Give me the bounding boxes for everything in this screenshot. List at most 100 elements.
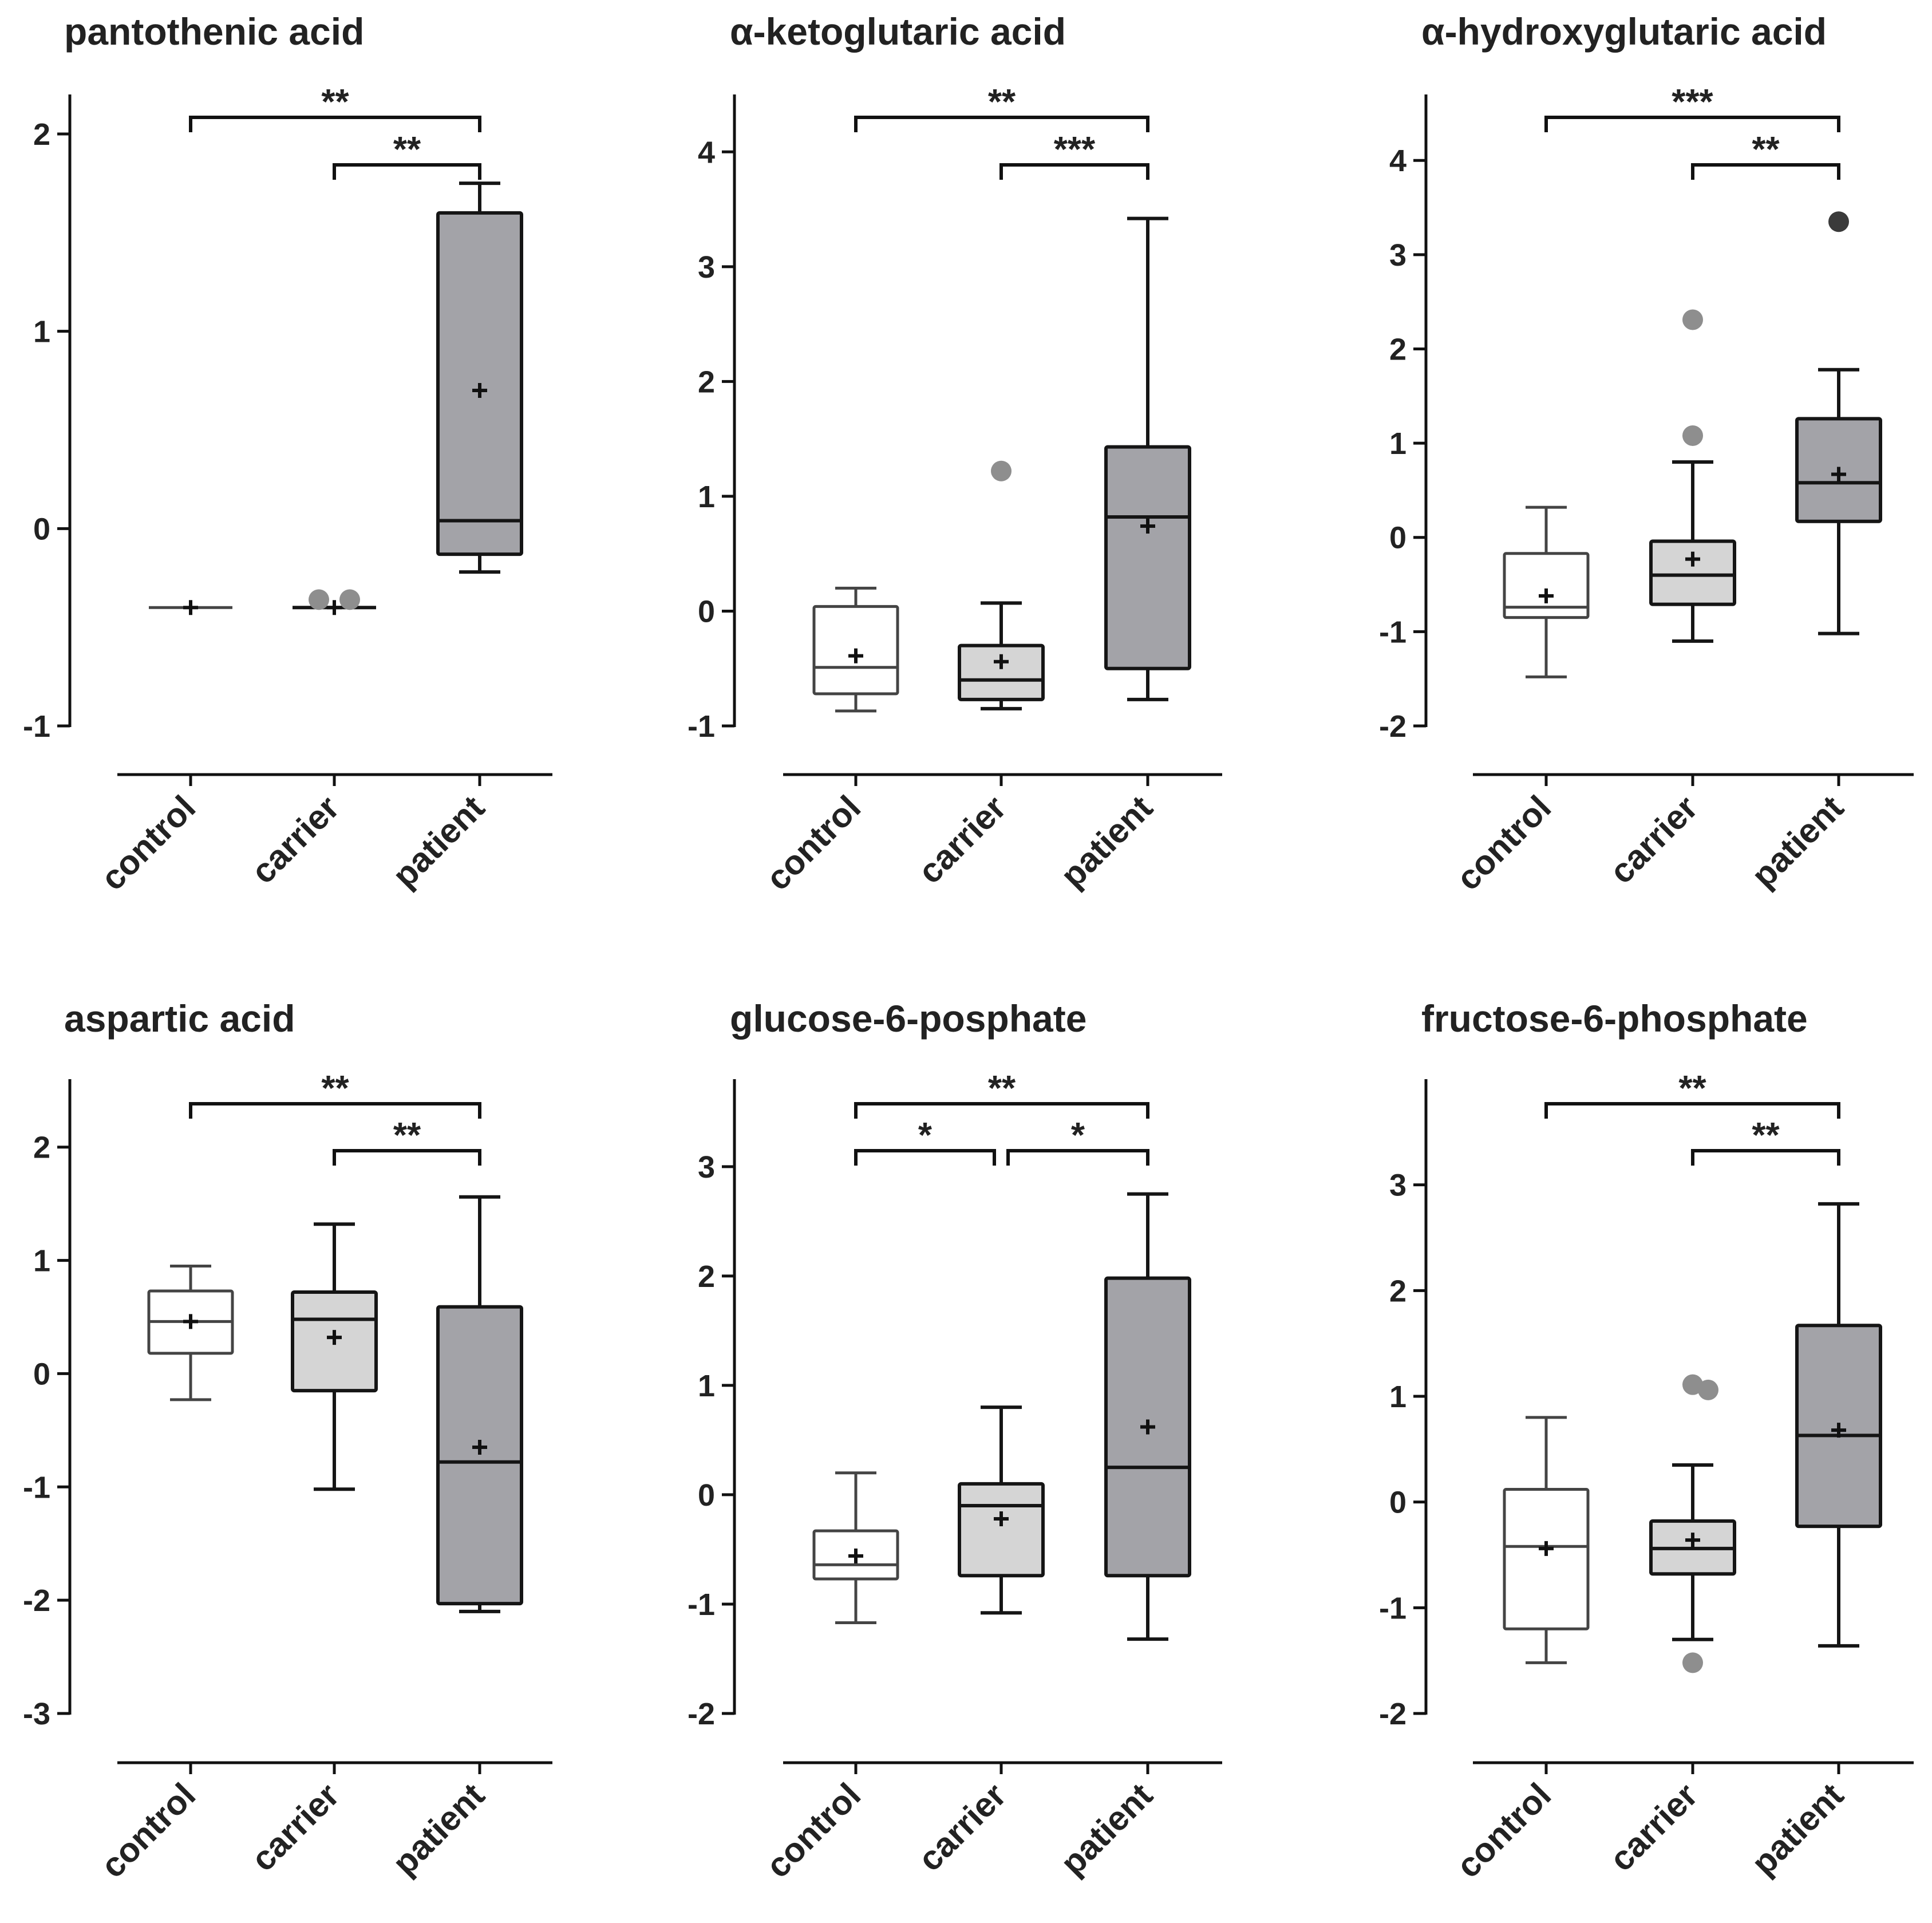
y-tick-label: 3 — [698, 250, 715, 285]
y-tick-label: 1 — [33, 1244, 50, 1278]
outlier-point — [1682, 309, 1703, 330]
x-category-label: patient — [1744, 788, 1851, 895]
box-patient — [436, 1195, 523, 1613]
y-tick-label: 2 — [33, 117, 50, 152]
significance-label: ** — [321, 82, 349, 122]
chart-title: aspartic acid — [64, 997, 295, 1040]
x-category-label: patient — [385, 788, 492, 895]
x-category-label: carrier — [244, 788, 346, 891]
significance-bracket — [189, 116, 481, 132]
x-category-label: carrier — [911, 1776, 1013, 1878]
mean-marker — [472, 1440, 487, 1455]
x-category-label: patient — [1053, 1776, 1160, 1882]
box-patient — [436, 181, 523, 574]
significance-label: ** — [1678, 1069, 1706, 1108]
box-iqr — [958, 643, 1045, 701]
y-tick-label: 2 — [1389, 1274, 1406, 1308]
box-carrier — [1649, 460, 1736, 643]
mean-marker — [1831, 1423, 1846, 1438]
chart-panel-6: fructose-6-phosphate -2 -1 0 1 2 3 control carri… — [1379, 997, 1914, 1885]
significance-label: * — [1071, 1116, 1085, 1155]
outlier-point — [1828, 211, 1849, 232]
y-tick-label: -1 — [688, 709, 715, 744]
y-tick-label: -2 — [23, 1584, 50, 1618]
box-iqr — [436, 1305, 523, 1606]
chart-panel-3: α-hydroxyglutaric acid -2 -1 0 1 2 3 4 control ca… — [1379, 10, 1914, 898]
y-tick-label: 4 — [1389, 144, 1406, 178]
box-iqr — [1503, 1488, 1590, 1630]
significance-bracket — [854, 1149, 996, 1166]
y-tick-label: 2 — [1389, 332, 1406, 366]
mean-marker — [183, 1314, 198, 1329]
y-tick-label: 0 — [33, 512, 50, 546]
x-category-label: patient — [1053, 788, 1160, 895]
box-iqr — [1649, 539, 1736, 606]
x-category-label: control — [93, 1776, 203, 1885]
x-category-label: patient — [1744, 1776, 1851, 1882]
mean-marker — [472, 383, 487, 398]
significance-bracket — [854, 116, 1149, 132]
box-carrier — [958, 601, 1045, 710]
mean-marker — [994, 1511, 1009, 1526]
y-tick-label: 4 — [698, 135, 715, 169]
y-tick-label: -1 — [1379, 1591, 1406, 1625]
box-control — [812, 586, 899, 713]
outlier-point — [1682, 425, 1703, 446]
chart-panel-5: glucose-6-posphate -2 -1 0 1 2 3 control carrier… — [688, 997, 1222, 1885]
box-patient — [1104, 216, 1191, 701]
y-tick-label: 0 — [33, 1357, 50, 1391]
significance-bracket — [1006, 1149, 1149, 1166]
outlier-point — [1682, 1374, 1703, 1395]
chart-title: α-hydroxyglutaric acid — [1421, 10, 1827, 53]
box-control — [812, 1471, 899, 1624]
x-category-label: carrier — [911, 788, 1013, 891]
significance-label: ** — [1752, 1116, 1780, 1155]
outlier-point — [991, 460, 1012, 481]
y-tick-label: -1 — [23, 709, 50, 744]
y-tick-label: 1 — [698, 1369, 715, 1403]
significance-bracket — [1544, 116, 1840, 132]
mean-marker — [1539, 588, 1554, 603]
chart-panel-2: α-ketoglutaric acid -1 0 1 2 3 4 control carrier… — [688, 10, 1222, 898]
significance-label: ** — [393, 1116, 421, 1155]
y-tick-label: -1 — [1379, 615, 1406, 649]
box-patient — [1795, 1202, 1882, 1648]
significance-label: ** — [1752, 130, 1780, 169]
y-tick-label: 2 — [698, 1259, 715, 1294]
x-category-label: carrier — [244, 1776, 346, 1878]
y-tick-label: -2 — [1379, 709, 1406, 744]
significance-label: ** — [321, 1069, 349, 1108]
y-tick-label: 3 — [1389, 1168, 1406, 1203]
chart-title: α-ketoglutaric acid — [730, 10, 1066, 53]
y-tick-label: 1 — [1389, 1380, 1406, 1414]
box-carrier — [291, 1222, 378, 1491]
x-category-label: carrier — [1602, 1776, 1705, 1878]
significance-bracket — [333, 163, 481, 180]
box-patient — [1795, 368, 1882, 635]
mean-marker — [994, 654, 1009, 669]
x-category-label: control — [758, 1776, 868, 1885]
mean-marker — [327, 600, 342, 615]
y-tick-label: 3 — [1389, 238, 1406, 273]
box-control — [147, 1264, 234, 1401]
y-tick-label: 1 — [33, 315, 50, 349]
significance-bracket — [854, 1102, 1149, 1119]
box-carrier — [958, 1405, 1045, 1615]
outlier-point — [1698, 1379, 1718, 1400]
mean-marker — [1140, 1419, 1155, 1435]
significance-bracket — [999, 163, 1149, 180]
y-tick-label: 0 — [1389, 1486, 1406, 1520]
x-category-label: carrier — [1602, 788, 1705, 891]
y-tick-label: 3 — [698, 1150, 715, 1184]
box-control — [149, 600, 232, 615]
y-tick-label: 0 — [1389, 521, 1406, 555]
x-category-label: patient — [385, 1776, 492, 1882]
significance-bracket — [333, 1149, 481, 1166]
y-tick-label: 0 — [698, 1478, 715, 1513]
outlier-point — [1682, 1652, 1703, 1673]
x-category-label: control — [93, 788, 203, 898]
outlier-point — [309, 589, 329, 610]
mean-marker — [848, 1548, 863, 1563]
y-tick-label: -1 — [688, 1588, 715, 1622]
